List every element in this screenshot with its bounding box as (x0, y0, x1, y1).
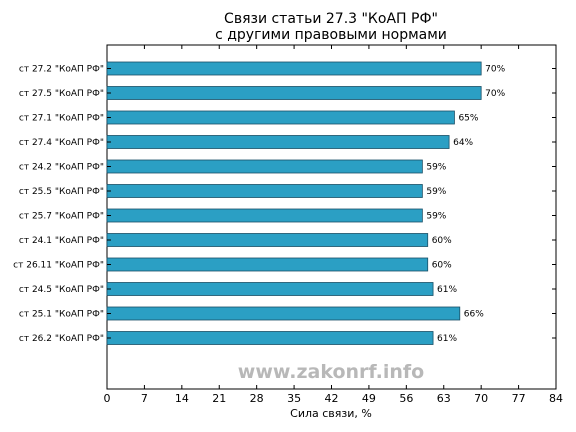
value-label: 65% (458, 114, 478, 124)
value-label: 59% (426, 163, 446, 173)
value-label: 64% (453, 138, 473, 148)
category-label: ст 24.1 "КоАП РФ" (19, 236, 104, 246)
category-label: ст 25.7 "КоАП РФ" (19, 212, 104, 222)
value-label: 61% (437, 334, 457, 344)
bar (106, 61, 482, 76)
x-tick-label: 42 (325, 392, 339, 405)
category-label: ст 24.2 "КоАП РФ" (19, 163, 104, 173)
bar (106, 110, 455, 125)
bar (106, 208, 423, 223)
x-tick-label: 70 (474, 392, 488, 405)
bar (106, 159, 423, 174)
category-label: ст 25.1 "КоАП РФ" (19, 310, 104, 320)
bar (106, 135, 450, 149)
x-tick-label: 0 (104, 392, 111, 405)
category-label: ст 27.5 "КоАП РФ" (19, 89, 104, 99)
bars-layer: ст 27.2 "КоАП РФ" 70% ст 27.5 "КоАП РФ" 70%… (13, 61, 556, 345)
watermark-text: www.zakonrf.info (238, 361, 424, 383)
bar (106, 233, 429, 247)
x-axis-label: Сила связи, % (290, 407, 372, 420)
category-label: ст 27.4 "КоАП РФ" (19, 138, 104, 148)
category-label: ст 26.2 "КоАП РФ" (19, 334, 104, 344)
x-axis-ticks: 0 7 14 21 28 35 42 49 56 63 70 77 84 (104, 45, 563, 405)
x-tick-label: 14 (175, 392, 189, 405)
x-tick-label: 56 (399, 392, 413, 405)
x-tick-label: 35 (287, 392, 301, 405)
category-label: ст 27.2 "КоАП РФ" (19, 65, 104, 75)
category-label: ст 27.1 "КоАП РФ" (19, 114, 104, 124)
x-tick-label: 49 (362, 392, 376, 405)
chart-title-line1: Связи статьи 27.3 "КоАП РФ" (224, 11, 438, 27)
bar (106, 282, 434, 296)
value-label: 59% (426, 212, 446, 222)
x-tick-label: 77 (512, 392, 526, 405)
value-label: 61% (437, 285, 457, 295)
bar (106, 257, 429, 272)
bar (106, 331, 434, 345)
category-label: ст 24.5 "КоАП РФ" (19, 285, 104, 295)
value-label: 60% (432, 236, 452, 246)
value-label: 60% (432, 261, 452, 271)
category-label: ст 25.5 "КоАП РФ" (19, 187, 104, 197)
value-label: 66% (464, 310, 484, 320)
value-label: 59% (426, 187, 446, 197)
x-tick-label: 63 (437, 392, 451, 405)
x-tick-label: 28 (250, 392, 264, 405)
x-tick-label: 7 (141, 392, 148, 405)
value-label: 70% (485, 65, 505, 75)
bar (106, 306, 461, 321)
bar (106, 86, 482, 100)
category-label: ст 26.11 "КоАП РФ" (13, 261, 104, 271)
x-tick-label: 84 (549, 392, 563, 405)
chart-title-line2: с другими правовыми нормами (215, 27, 447, 43)
value-label: 70% (485, 89, 505, 99)
bar (106, 184, 423, 198)
x-tick-label: 21 (212, 392, 226, 405)
